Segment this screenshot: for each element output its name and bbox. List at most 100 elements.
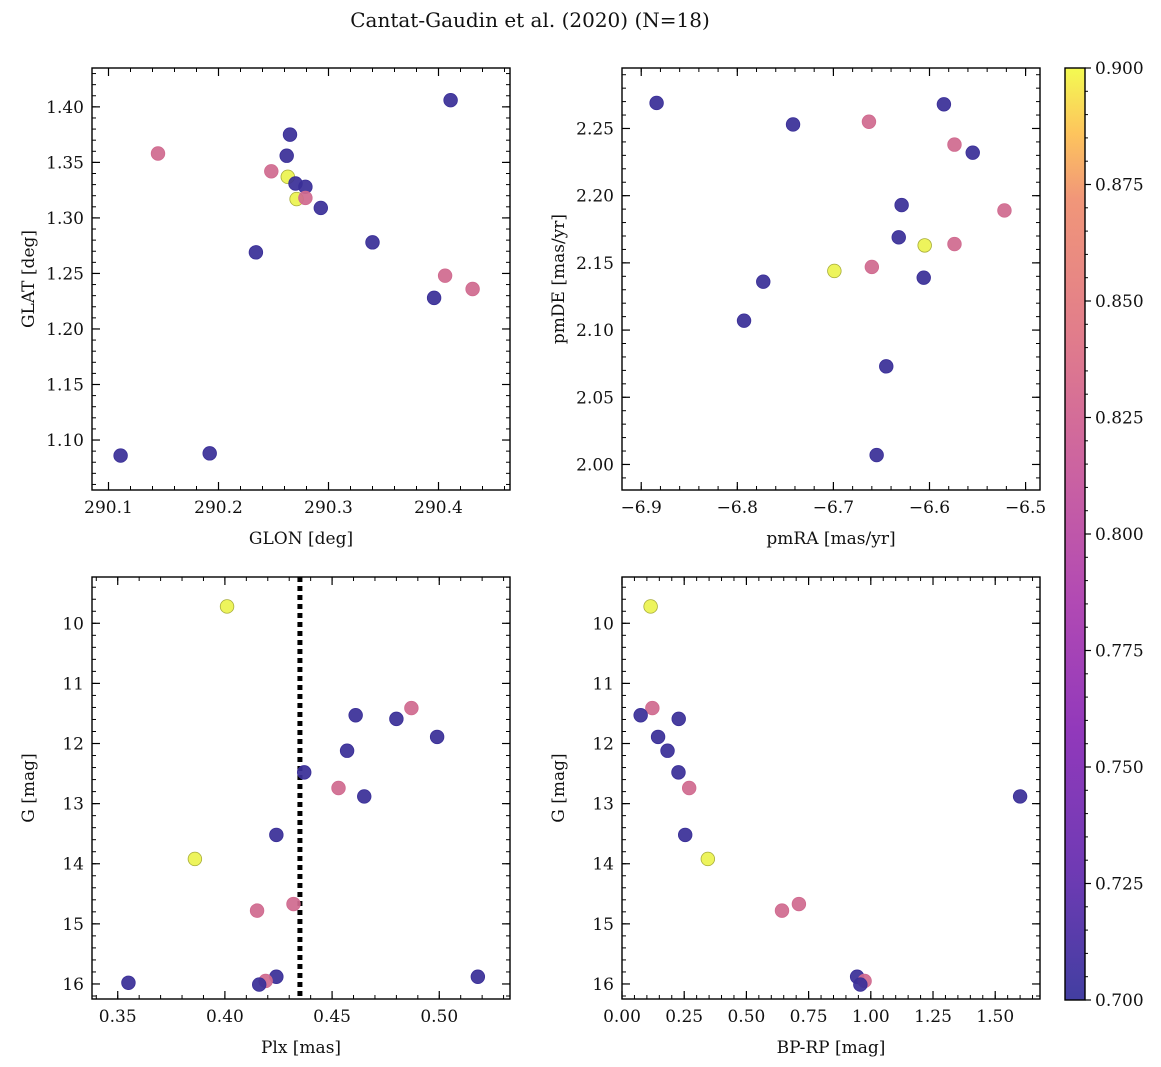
panel-plx-gmag: 0.35 0.40 0.45 0.50 10 11 12 13 14 15 16 Plx [mas] G… (19, 576, 511, 1058)
scatter-point (917, 238, 932, 253)
x-tick-label: 0.40 (206, 1007, 244, 1027)
y-tick-label: 1.40 (46, 98, 84, 118)
scatter-point (113, 448, 128, 463)
colorbar-tick-label: 0.725 (1095, 875, 1144, 895)
scatter-point (187, 851, 203, 867)
y-tick-label: 1.10 (46, 431, 84, 451)
y-tick-label: 1.35 (46, 153, 84, 173)
scatter-point (736, 313, 752, 328)
colorbar-tick-label: 0.800 (1095, 525, 1144, 545)
x-tick-label: 0.50 (727, 1007, 765, 1027)
scatter-point (331, 780, 346, 796)
y-tick-label: 11 (62, 674, 84, 694)
x-axis-label: GLON [deg] (249, 529, 353, 549)
colorbar-tick-label: 0.700 (1095, 991, 1144, 1011)
y-tick-label: 1.20 (46, 320, 84, 340)
y-tick-label: 2.15 (576, 254, 614, 274)
x-tick-label: 290.1 (84, 498, 133, 518)
y-tick-label: 2.05 (576, 388, 614, 408)
colorbar-tick-label: 0.900 (1095, 59, 1144, 79)
colorbar-tick-label: 0.750 (1095, 758, 1144, 778)
scatter-point (671, 711, 686, 727)
scatter-point (282, 127, 298, 142)
y-tick-label: 13 (62, 795, 84, 815)
scatter-point (429, 729, 445, 745)
x-tick-label: 290.2 (194, 498, 243, 518)
y-tick-label: 1.25 (46, 264, 84, 284)
scatter-point (891, 230, 906, 245)
scatter-point (861, 114, 877, 129)
scatter-point (313, 200, 329, 216)
scatter-point (389, 711, 404, 727)
y-tick-label: 10 (592, 614, 614, 634)
y-tick-label: 2.20 (576, 187, 614, 207)
x-tick-label: 0.25 (665, 1007, 703, 1027)
scatter-point (677, 827, 693, 843)
scatter-point (286, 896, 301, 912)
y-tick-label: 15 (62, 915, 84, 935)
colorbar: 0.700 0.725 0.750 0.775 0.800 0.825 0.850 0.875… (1064, 59, 1144, 1011)
scatter-point (947, 236, 962, 252)
scatter-point (774, 903, 790, 918)
scatter-point (700, 851, 716, 867)
scatter-point (279, 148, 294, 163)
scatter-point (248, 245, 264, 260)
scatter-point (864, 259, 880, 275)
y-axis-label: G [mag] (549, 753, 569, 822)
scatter-point (916, 270, 931, 285)
plot-frame (91, 576, 511, 1000)
scatter-point (470, 969, 486, 984)
scatter-point (879, 359, 894, 374)
x-tick-label: 1.25 (914, 1007, 952, 1027)
x-tick-label: −6.7 (813, 498, 854, 518)
scatter-point (756, 274, 771, 289)
scatter-point (1012, 789, 1028, 804)
scatter-point (465, 281, 480, 297)
y-axis-label: pmDE [mas/yr] (549, 214, 569, 344)
scatter-point (426, 290, 442, 306)
colorbar-tick-label: 0.875 (1095, 176, 1144, 196)
scatter-point (671, 765, 686, 780)
scatter-point (947, 137, 962, 152)
y-tick-label: 2.25 (576, 119, 614, 139)
scatter-point (297, 765, 312, 780)
scatter-point (264, 164, 279, 179)
y-tick-label: 10 (62, 614, 84, 634)
y-axis-label: GLAT [deg] (19, 230, 39, 328)
y-tick-label: 1.30 (46, 209, 84, 229)
x-tick-label: 0.50 (420, 1007, 458, 1027)
figure-title: Cantat-Gaudin et al. (2020) (N=18) (350, 8, 710, 32)
y-tick-label: 16 (592, 975, 614, 995)
x-axis-label: BP-RP [mag] (777, 1038, 886, 1058)
scatter-point (681, 780, 697, 796)
y-tick-label: 14 (62, 855, 84, 875)
scatter-point (997, 203, 1012, 218)
panels: 290.1 290.2 290.3 290.4 1.10 1.15 1.20 1.25 1.30… (19, 67, 1046, 1058)
scatter-point (791, 896, 807, 912)
x-tick-label: 0.00 (603, 1007, 641, 1027)
x-tick-label: 1.00 (852, 1007, 890, 1027)
plot-frame (621, 576, 1041, 1000)
colorbar-gradient (1065, 68, 1085, 1000)
x-axis-label: Plx [mas] (261, 1038, 341, 1058)
scatter-point (936, 97, 952, 112)
scatter-point (853, 977, 868, 992)
scatter-point (645, 700, 660, 716)
x-tick-label: −6.9 (621, 498, 662, 518)
y-tick-label: 2.00 (576, 455, 614, 475)
scatter-point (150, 146, 166, 161)
plot-frame (621, 67, 1041, 491)
scatter-point (202, 446, 217, 461)
y-tick-label: 2.10 (576, 321, 614, 341)
x-axis-label: pmRA [mas/yr] (766, 529, 895, 549)
x-tick-label: −6.5 (1005, 498, 1046, 518)
scatter-point (357, 789, 372, 804)
scatter-point (269, 827, 284, 843)
x-tick-label: 290.3 (304, 498, 353, 518)
scatter-point (298, 190, 313, 206)
scatter-point (365, 235, 380, 250)
scatter-point (827, 263, 842, 279)
x-tick-label: 0.75 (790, 1007, 828, 1027)
scatter-point (404, 700, 419, 716)
panel-glon-glat: 290.1 290.2 290.3 290.4 1.10 1.15 1.20 1.25 1.30… (19, 67, 511, 549)
